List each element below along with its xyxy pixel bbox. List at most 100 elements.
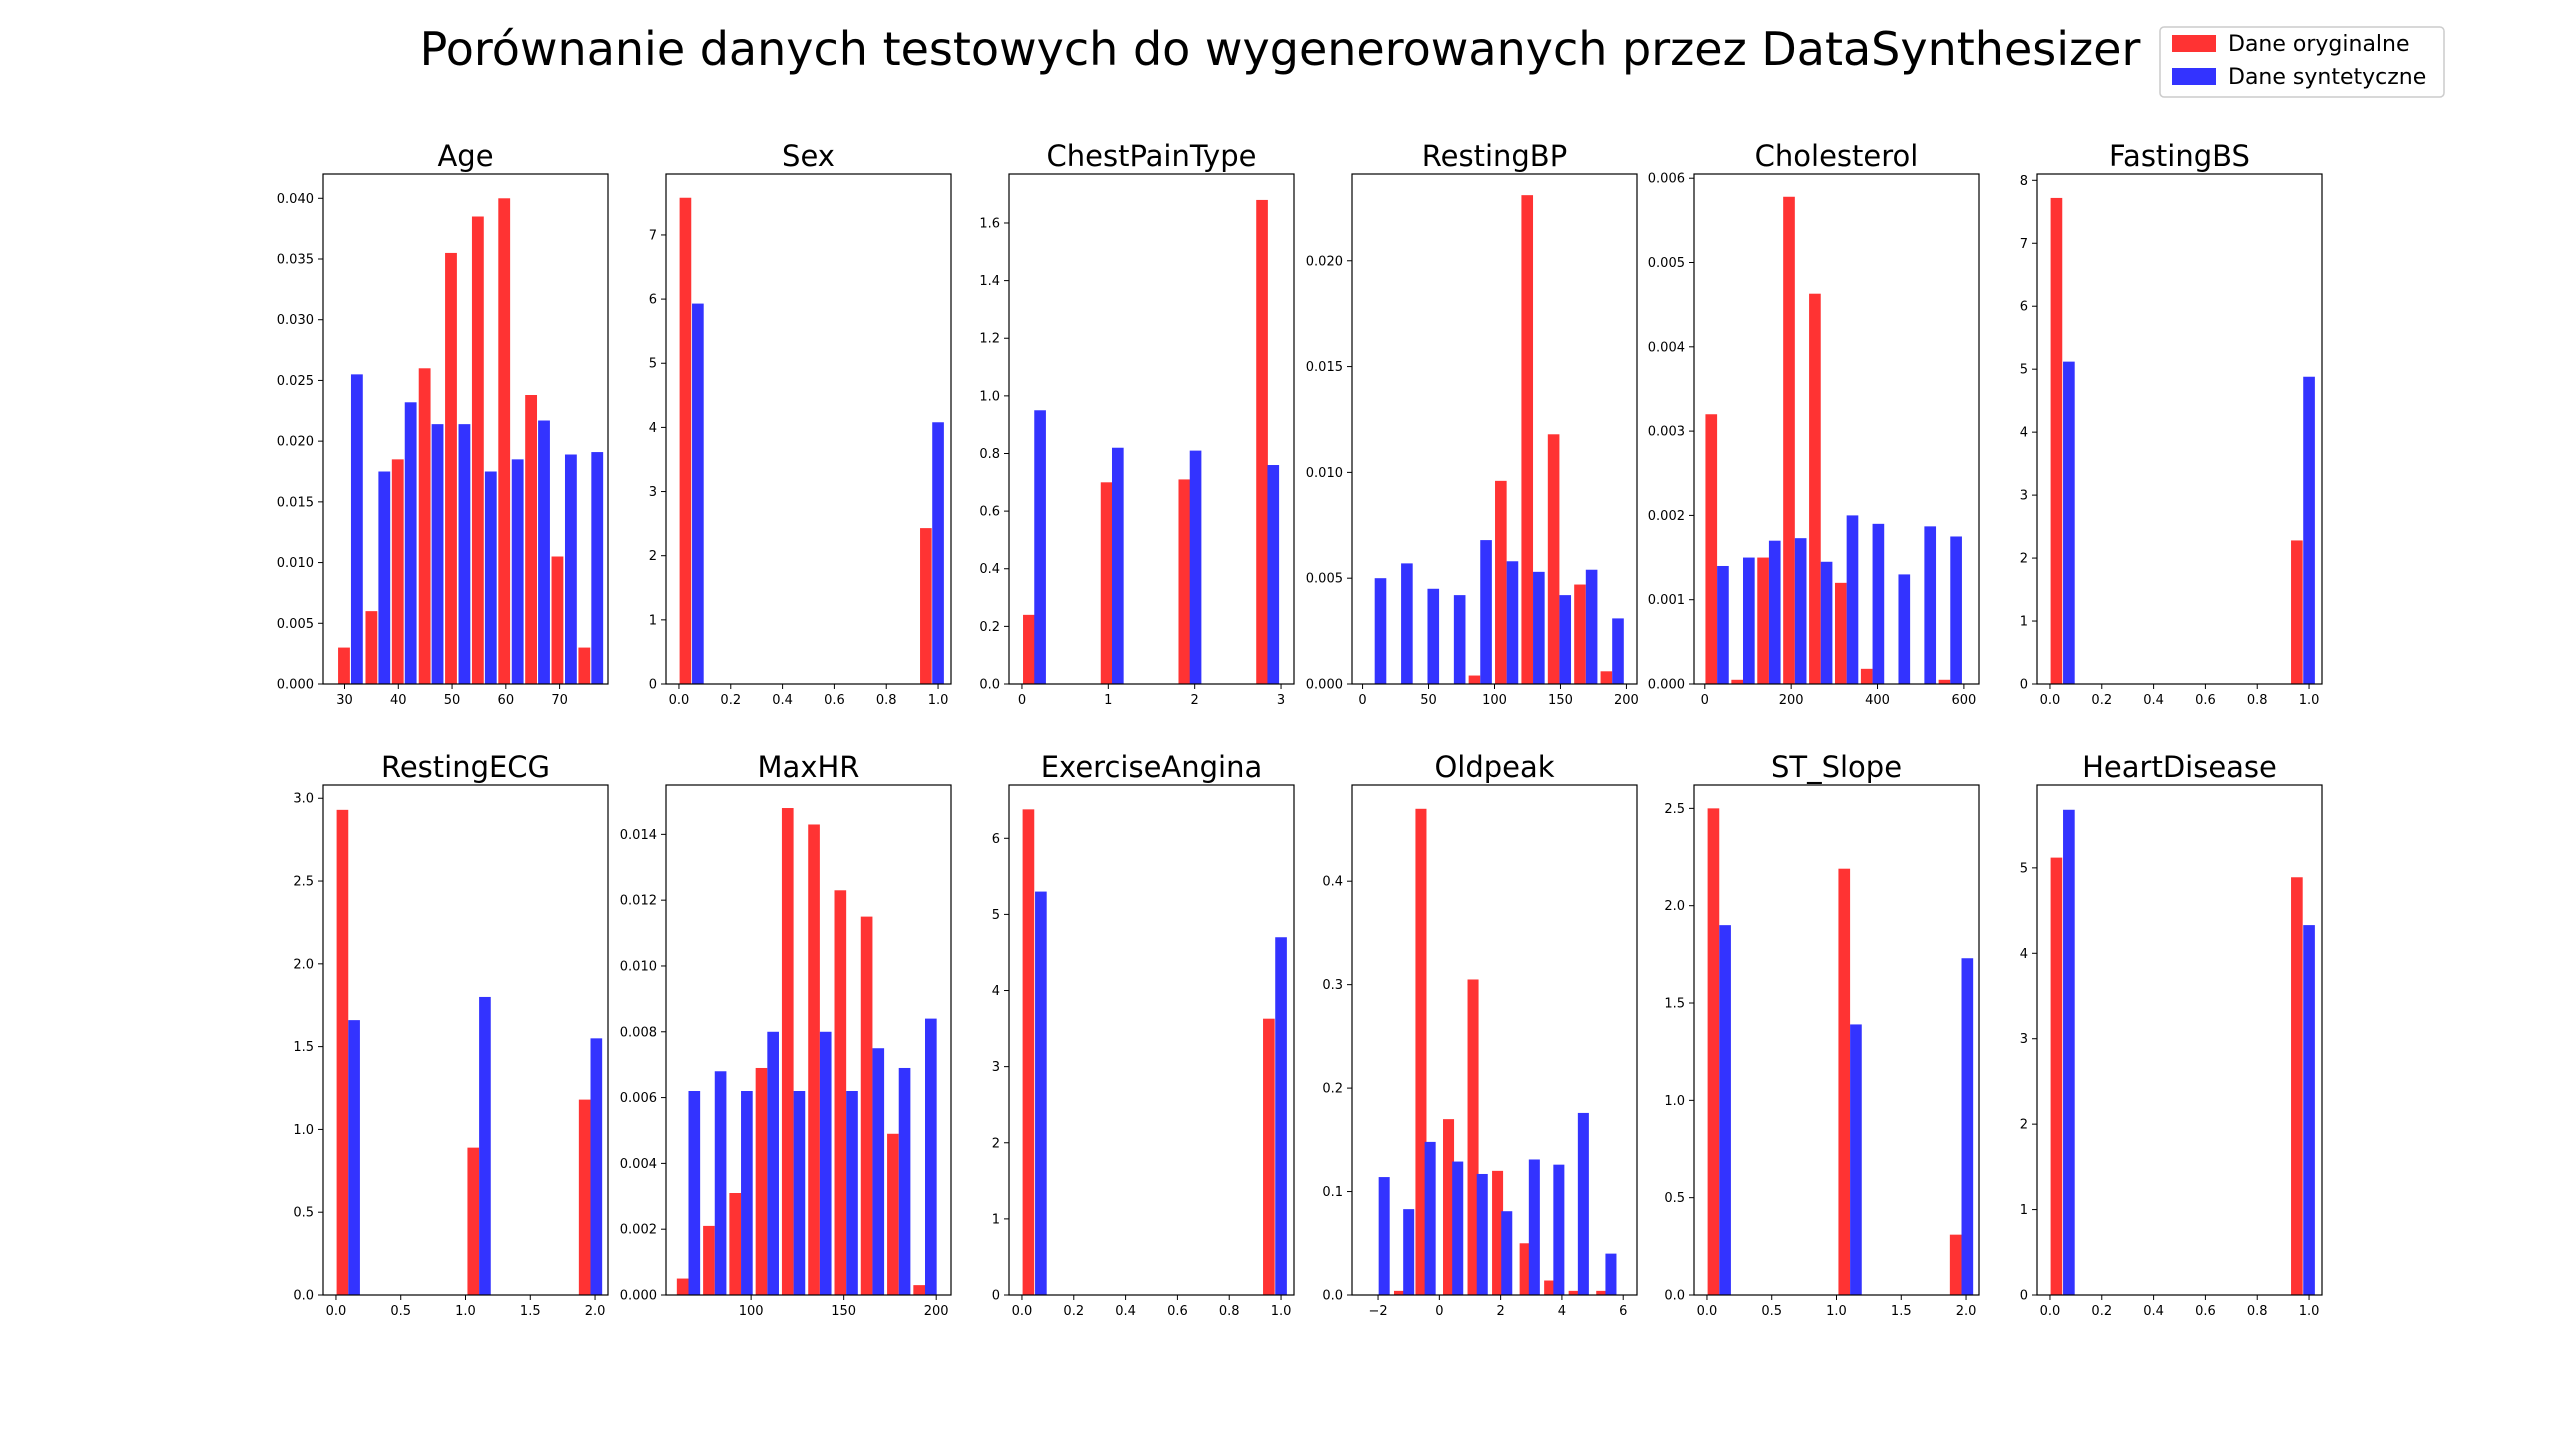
y-tick-label: 0.000	[620, 1289, 657, 1304]
x-tick-label: 200	[1779, 693, 1804, 708]
bar-oldpeak-synthetic	[1577, 1112, 1589, 1295]
bar-age-synthetic	[591, 452, 604, 684]
y-tick-label: 2.5	[1664, 802, 1685, 817]
y-tick-label: 2	[649, 549, 657, 564]
bar-sex-original	[679, 197, 692, 685]
y-tick-label: 0.005	[277, 617, 314, 632]
bar-age-original	[551, 556, 564, 684]
axes-frame-age	[322, 173, 609, 685]
bar-chestpaintype-synthetic	[1189, 450, 1202, 684]
bar-oldpeak-synthetic	[1501, 1211, 1513, 1295]
x-tick-label: 0.4	[1115, 1304, 1136, 1319]
bar-oldpeak-original	[1596, 1290, 1608, 1295]
bar-oldpeak-synthetic	[1476, 1173, 1488, 1295]
y-tick-label: 0.002	[620, 1223, 657, 1238]
axes-frame-cholesterol	[1693, 173, 1980, 685]
y-tick-label: 4	[2020, 426, 2028, 441]
bar-cholesterol-synthetic	[1743, 557, 1755, 684]
bar-restingbp-synthetic	[1427, 588, 1440, 684]
bar-age-original	[578, 647, 591, 684]
bar-restingecg-synthetic	[479, 996, 491, 1295]
subplot-title: HeartDisease	[2082, 750, 2277, 784]
bar-restingbp-original	[1495, 480, 1507, 684]
x-tick-label: 1.0	[455, 1304, 476, 1319]
y-tick-label: 0	[992, 1289, 1000, 1304]
y-tick-label: 0.005	[1648, 256, 1685, 271]
x-tick-label: 1.0	[928, 693, 949, 708]
y-tick-label: 0.4	[1322, 875, 1343, 890]
y-tick-label: 1.2	[979, 332, 1000, 347]
bar-restingbp-synthetic	[1585, 569, 1598, 684]
x-tick-label: 0.0	[2040, 693, 2061, 708]
bar-age-synthetic	[564, 454, 577, 684]
y-tick-label: 0.006	[1648, 172, 1685, 187]
y-tick-label: 2	[992, 1136, 1000, 1151]
y-tick-label: 1	[2020, 1203, 2028, 1218]
subplot-title: ST_Slope	[1771, 750, 1902, 784]
x-tick-label: 0.0	[1012, 1304, 1033, 1319]
y-tick-label: 0.040	[277, 192, 314, 207]
y-tick-label: 1	[649, 613, 657, 628]
bar-restingbp-original	[1547, 434, 1560, 684]
y-tick-label: 3	[2020, 489, 2028, 504]
subplot-chestpaintype: 0 1 2 3 0.0 0.2 0.4 0.6 0.8 1.0 1.2 1.4 1.6 ChestPain…	[979, 139, 1295, 708]
bar-maxhr-synthetic	[898, 1067, 911, 1295]
bar-maxhr-synthetic	[819, 1031, 832, 1295]
legend-label-synthetic: Dane syntetyczne	[2228, 65, 2426, 90]
y-tick-label: 0.014	[620, 828, 657, 843]
bar-oldpeak-original	[1492, 1170, 1504, 1295]
y-tick-label: 0.015	[1306, 360, 1343, 375]
bar-exerciseangina-original	[1263, 1018, 1275, 1295]
bar-chestpaintype-original	[1178, 479, 1191, 684]
bar-cholesterol-original	[1757, 557, 1769, 684]
y-tick-label: 0.2	[979, 620, 1000, 635]
bar-sex-original	[920, 528, 932, 684]
x-tick-label: 0	[1018, 693, 1026, 708]
bar-restingbp-original	[1468, 675, 1481, 684]
subplot-sex: 0.0 0.2 0.4 0.6 0.8 1.0 0 1 2 3 4 5 6 7 Sex	[649, 139, 952, 708]
bar-chestpaintype-original	[1256, 199, 1268, 684]
bar-st-slope-synthetic	[1850, 1024, 1862, 1295]
bar-age-synthetic	[378, 471, 391, 684]
y-tick-label: 1.6	[979, 216, 1000, 231]
x-tick-label: 60	[498, 693, 515, 708]
bar-age-original	[418, 368, 431, 684]
x-tick-label: 30	[336, 693, 353, 708]
x-tick-label: 0.6	[1167, 1304, 1188, 1319]
bar-maxhr-synthetic	[741, 1091, 753, 1295]
x-tick-label: 0.0	[669, 693, 690, 708]
y-tick-label: 0.012	[620, 894, 657, 909]
bar-cholesterol-original	[1860, 668, 1873, 684]
y-tick-label: 5	[649, 357, 657, 372]
x-tick-label: 6	[1619, 1304, 1627, 1319]
bar-age-synthetic	[458, 424, 471, 684]
bar-restingbp-synthetic	[1401, 563, 1413, 684]
bar-age-original	[338, 647, 350, 684]
bar-fastingbs-original	[2050, 197, 2063, 684]
bar-restingbp-synthetic	[1480, 540, 1492, 684]
y-tick-label: 0.020	[1306, 254, 1343, 269]
bar-restingbp-original	[1521, 195, 1534, 684]
bar-age-original	[498, 198, 511, 685]
legend-label-original: Dane oryginalne	[2228, 32, 2410, 57]
y-tick-label: 5	[992, 908, 1000, 923]
bar-cholesterol-synthetic	[1950, 536, 1962, 684]
bar-st-slope-original	[1838, 868, 1851, 1295]
bar-heartdisease-original	[2291, 877, 2303, 1295]
bar-cholesterol-original	[1705, 414, 1718, 684]
y-tick-label: 6	[2020, 300, 2028, 315]
bar-maxhr-original	[887, 1133, 899, 1295]
bar-maxhr-synthetic	[872, 1048, 885, 1295]
y-tick-label: 0.5	[293, 1206, 314, 1221]
bar-oldpeak-original	[1443, 1119, 1455, 1295]
subplot-heartdisease: 0.0 0.2 0.4 0.6 0.8 1.0 0 1 2 3 4 5 HeartDisease	[2020, 750, 2323, 1319]
y-tick-label: 4	[992, 984, 1000, 999]
bar-restingbp-synthetic	[1453, 595, 1466, 684]
bar-oldpeak-original	[1519, 1243, 1531, 1295]
x-tick-label: 0.0	[2040, 1304, 2061, 1319]
bar-maxhr-original	[703, 1225, 715, 1295]
x-tick-label: 150	[831, 1304, 856, 1319]
subplot-title: RestingBP	[1422, 139, 1567, 173]
legend: Dane oryginalne Dane syntetyczne	[2159, 26, 2445, 98]
bar-maxhr-synthetic	[688, 1091, 701, 1295]
